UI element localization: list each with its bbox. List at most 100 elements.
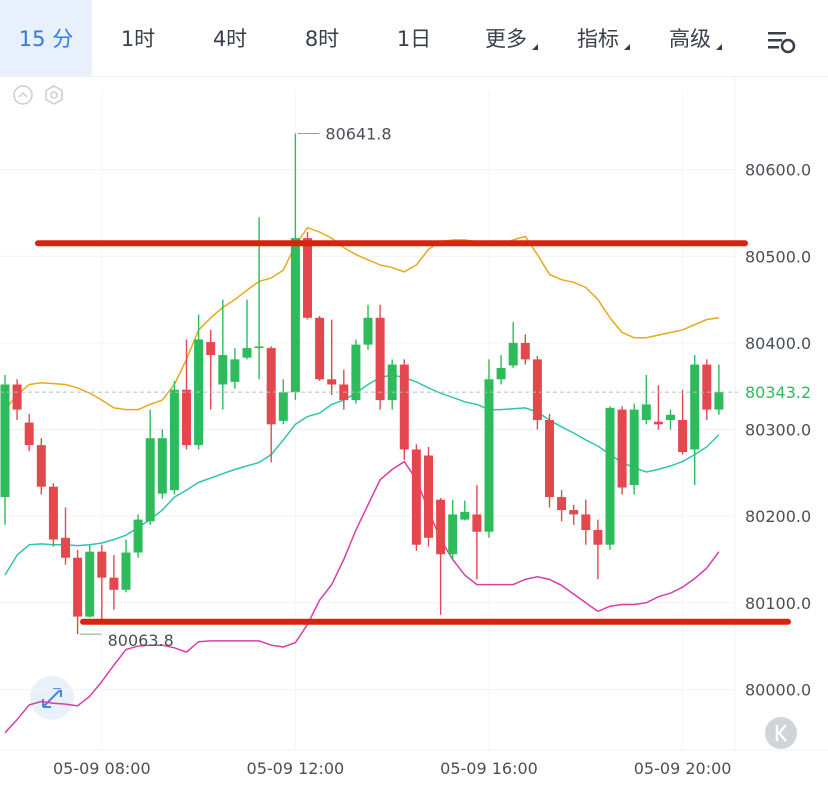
candle-body <box>629 409 639 485</box>
candle-body <box>496 368 506 380</box>
tab-label: 高级 <box>669 27 711 51</box>
candle-body <box>278 392 288 421</box>
period-tab[interactable]: 1时 <box>92 0 184 76</box>
candle-body <box>133 519 143 553</box>
candle-body <box>532 359 542 420</box>
candle-body <box>557 497 567 511</box>
candle-body <box>0 384 10 498</box>
candle-body <box>97 551 107 578</box>
scroll-end-button <box>775 724 787 742</box>
settings-hex-icon <box>45 85 63 105</box>
candle-body <box>387 364 397 401</box>
candle-body <box>569 510 579 515</box>
x-tick-label: 05-09 12:00 <box>247 759 345 778</box>
last-price-box <box>738 380 824 405</box>
candle-body <box>641 404 651 420</box>
indicator-line <box>4 226 720 411</box>
candle-body <box>327 379 337 385</box>
period-tab[interactable]: 指标 <box>552 0 644 76</box>
candles <box>0 133 724 635</box>
candle-body <box>36 445 46 487</box>
candle-body <box>714 392 724 410</box>
period-tabs: 15 分 1时 4时 8时 1日 更多 指标 高级 <box>0 0 828 77</box>
candle-body <box>121 552 131 590</box>
candle-body <box>254 346 264 349</box>
x-tick-label: 05-09 16:00 <box>440 759 538 778</box>
candle-body <box>520 342 530 360</box>
candle-body <box>315 317 325 380</box>
tab-label: 1时 <box>120 27 156 51</box>
candle-body <box>206 342 216 356</box>
candle-body <box>508 342 518 366</box>
y-tick-label: 80100.0 <box>745 594 811 613</box>
y-tick-label: 80600.0 <box>745 161 811 180</box>
indicator-line <box>4 374 720 576</box>
candle-body <box>363 317 373 345</box>
candle-body <box>424 455 433 538</box>
y-tick-label: 80500.0 <box>745 247 811 266</box>
candle-body <box>242 348 252 358</box>
candle-body <box>290 238 300 393</box>
low-label: 80063.8 <box>108 631 174 650</box>
y-tick-label: 80000.0 <box>745 680 811 699</box>
candle-body <box>61 537 70 558</box>
candle-body <box>218 355 228 385</box>
y-tick-label: 80400.0 <box>745 334 811 353</box>
period-tab[interactable]: 8时 <box>276 0 368 76</box>
period-tab[interactable]: 更多 <box>460 0 552 76</box>
candle-body <box>157 438 167 494</box>
tab-label: 15 分 <box>18 27 74 51</box>
candle-body <box>702 364 712 410</box>
high-label: 80641.8 <box>325 124 391 143</box>
candle-body <box>448 514 458 555</box>
candle-body <box>73 557 83 617</box>
candle-body <box>678 420 688 453</box>
collapse-icon <box>13 85 33 105</box>
candle-body <box>24 422 34 446</box>
candle-body <box>581 514 591 530</box>
y-tick-label: 80200.0 <box>745 507 811 526</box>
period-tab[interactable]: 15 分 <box>0 0 92 76</box>
dropdown-arrow <box>716 44 722 50</box>
candle-body <box>12 384 22 410</box>
candle-body <box>666 414 675 420</box>
tab-label: 8时 <box>304 27 340 51</box>
tab-label: 指标 <box>577 27 619 51</box>
dropdown-arrow <box>624 44 630 50</box>
candle-body <box>194 339 204 446</box>
scroll-end-button <box>765 717 797 749</box>
tab-label: 4时 <box>212 27 248 51</box>
settings-icon[interactable] <box>762 22 802 62</box>
dropdown-arrow <box>532 44 538 50</box>
candle-body <box>436 499 446 555</box>
tab-label: 更多 <box>485 27 527 51</box>
candle-body <box>169 389 179 491</box>
candle-body <box>230 359 240 382</box>
candle-body <box>472 514 482 532</box>
candle-body <box>351 344 361 401</box>
candle-body <box>303 238 312 318</box>
candle-body <box>593 530 603 545</box>
settings-hex-icon <box>50 91 58 99</box>
last-price-label: 80343.2 <box>745 383 811 402</box>
period-tab[interactable]: 高级 <box>644 0 736 76</box>
x-tick-label: 05-09 20:00 <box>634 759 732 778</box>
period-tab[interactable]: 1日 <box>368 0 460 76</box>
candle-body <box>545 420 554 498</box>
candle-body <box>605 407 615 545</box>
candle-body <box>266 348 276 425</box>
candle-body <box>339 384 349 401</box>
draw-tool-button <box>30 676 74 720</box>
candle-body <box>653 421 663 425</box>
collapse-icon <box>18 91 28 98</box>
y-tick-label: 80300.0 <box>745 421 811 440</box>
candle-body <box>399 364 409 450</box>
candle-body <box>484 379 494 532</box>
candle-body <box>617 409 627 488</box>
candle-body <box>411 449 421 545</box>
candle-body <box>48 486 58 540</box>
candle-body <box>85 551 95 617</box>
period-tab[interactable]: 4时 <box>184 0 276 76</box>
